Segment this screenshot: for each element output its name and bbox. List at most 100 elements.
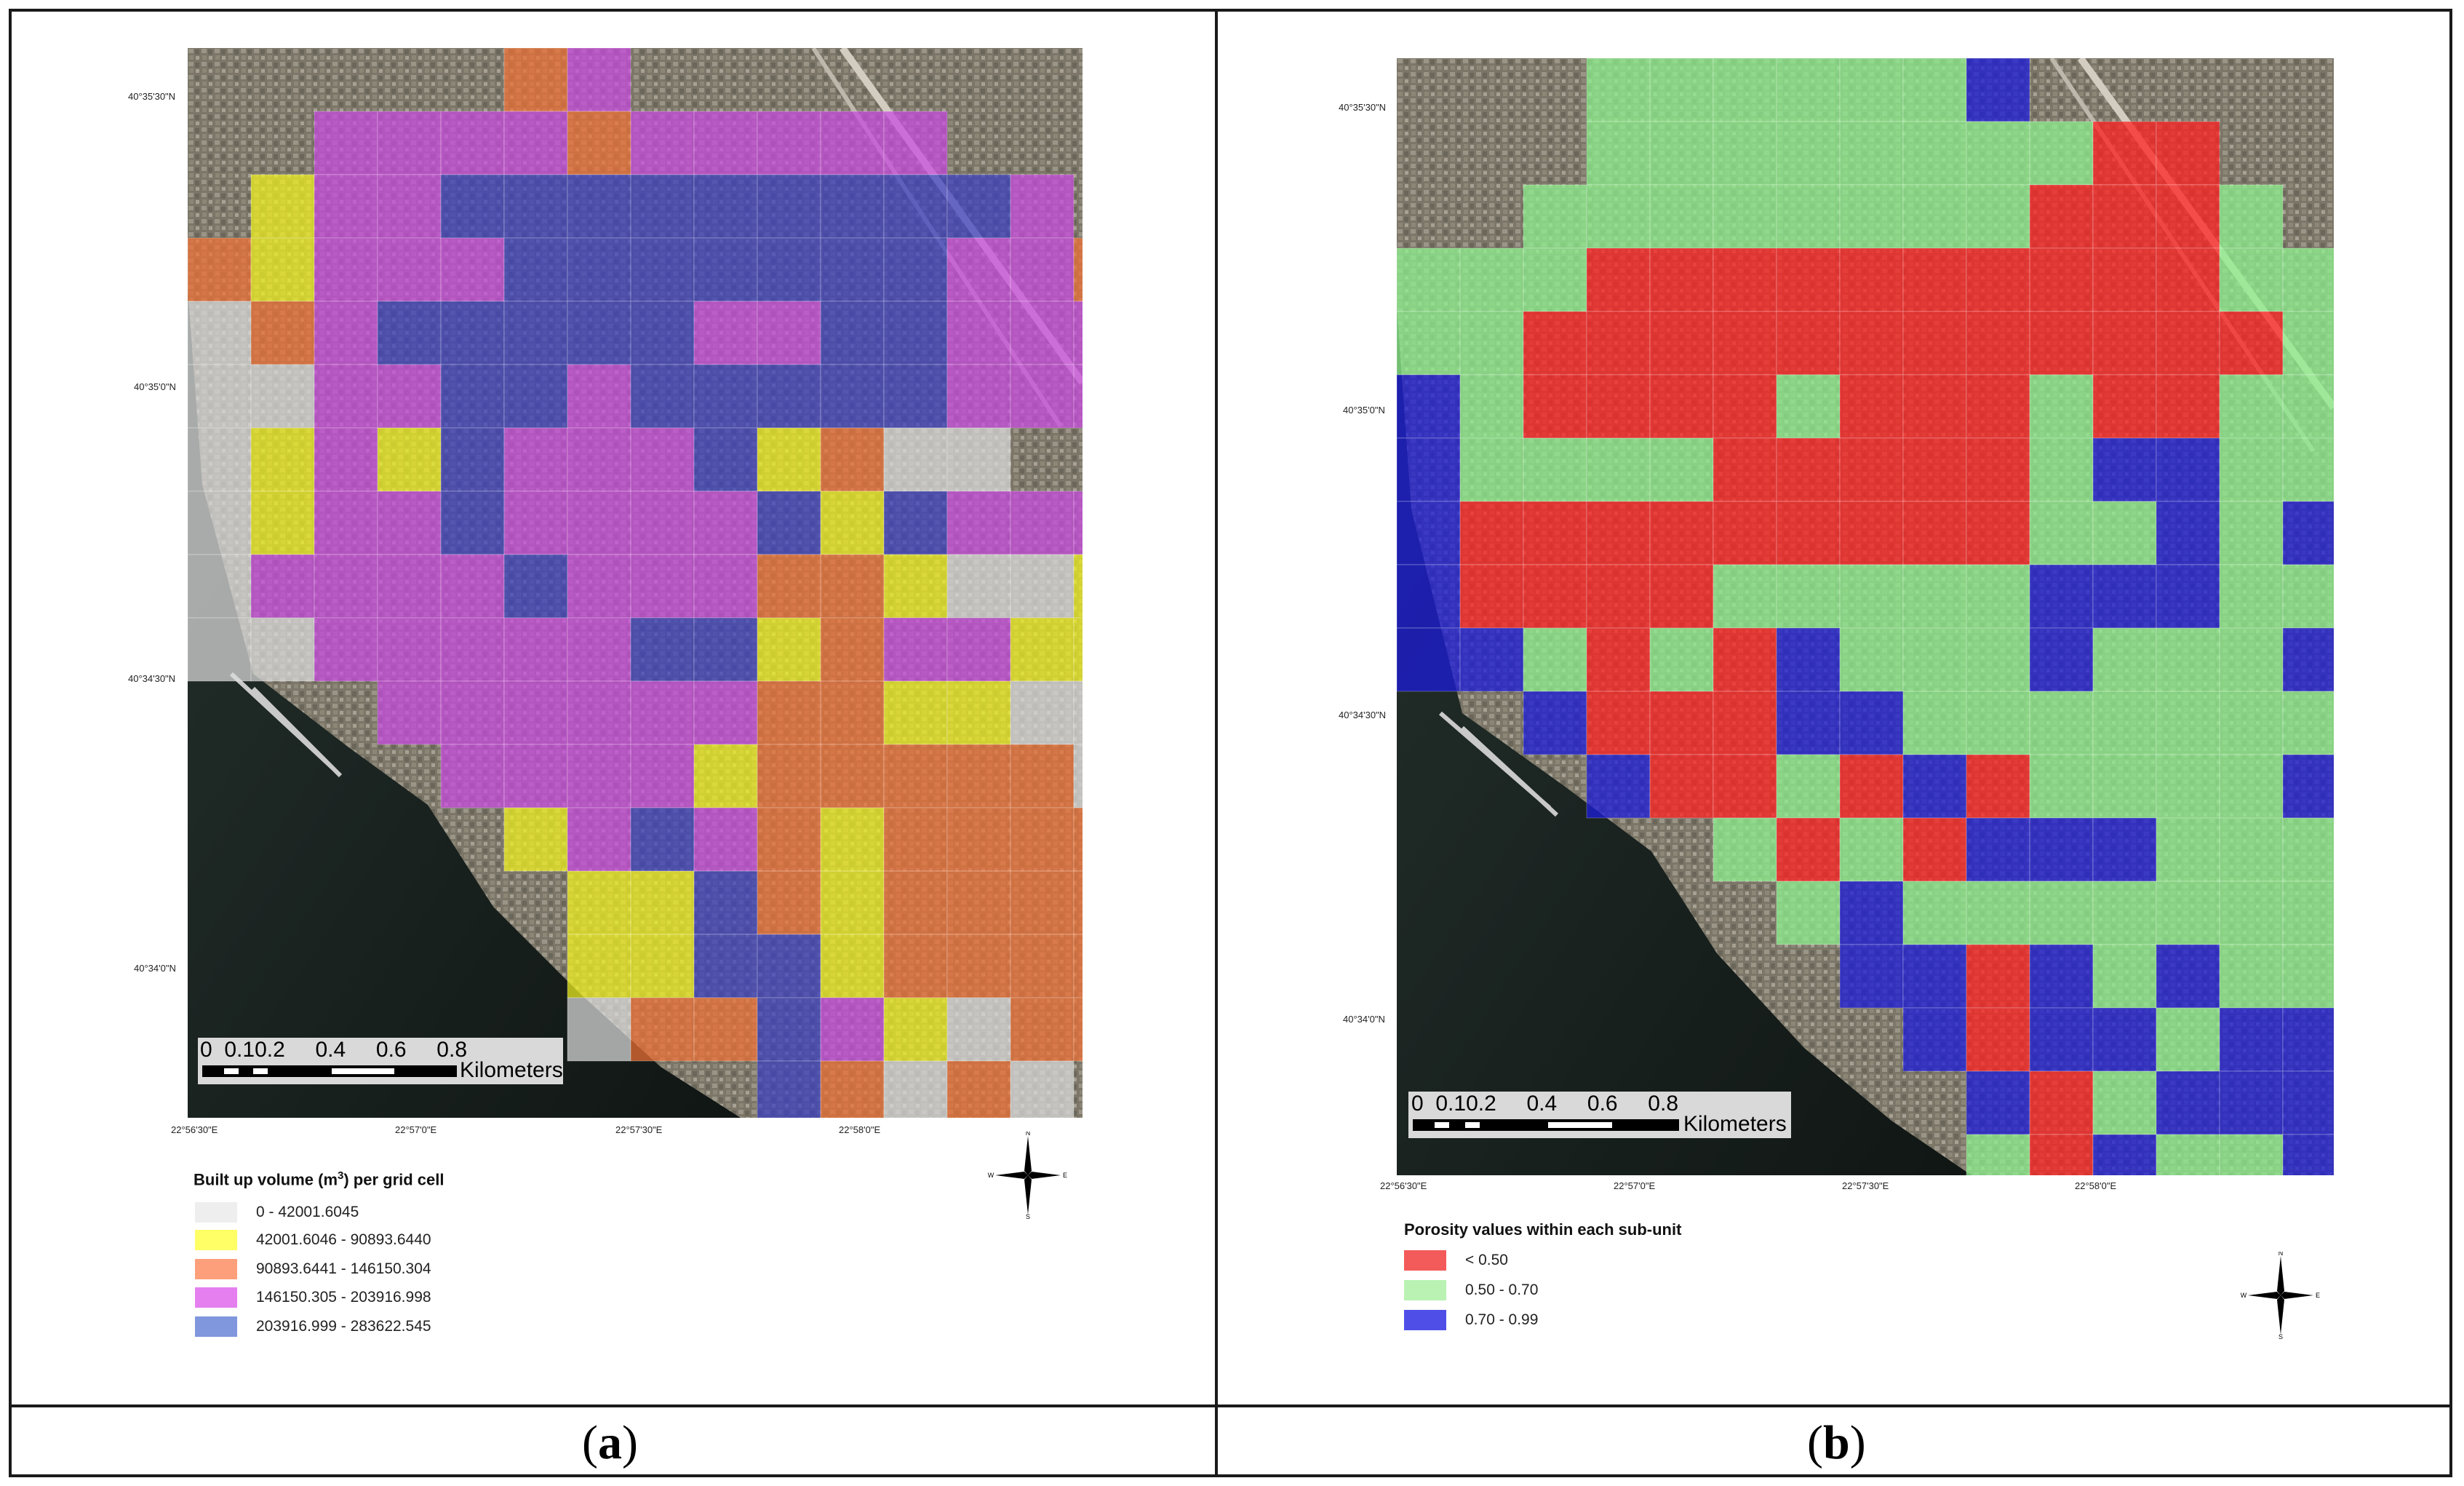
grid-cell	[567, 617, 631, 682]
grid-cell	[377, 554, 442, 619]
grid-cell	[693, 554, 758, 619]
grid-cell	[567, 174, 631, 239]
grid-cell	[440, 680, 505, 745]
grid-cell	[2029, 437, 2094, 502]
grid-cell	[883, 174, 948, 239]
scale-ticks: 0 0.10.2 0.4 0.6 0.8	[200, 1038, 468, 1062]
grid-cell	[1776, 881, 1841, 945]
grid-cell	[630, 174, 695, 239]
grid-cell	[2029, 1134, 2094, 1175]
scale-unit: Kilometers	[460, 1058, 563, 1082]
lon-label: 22°57'0"E	[395, 1124, 437, 1135]
grid-cell	[188, 554, 252, 619]
grid-cell	[2156, 184, 2220, 249]
caption-divider	[9, 1404, 2452, 1407]
grid-cell	[1713, 627, 1777, 692]
grid-cell	[946, 997, 1011, 1062]
grid-cell	[567, 490, 631, 555]
grid-cell	[440, 744, 505, 808]
grid-cell	[1776, 627, 1841, 692]
grid-cell	[1073, 554, 1083, 619]
grid-cell	[1010, 237, 1074, 302]
lon-label: 22°58'0"E	[2075, 1180, 2117, 1191]
grid-cell	[1902, 58, 1967, 122]
grid-cell	[2092, 944, 2157, 1009]
lon-label: 22°56'30"E	[1380, 1180, 1427, 1191]
grid-cell	[757, 617, 821, 682]
grid-cell	[820, 997, 885, 1062]
map-b	[1397, 58, 2334, 1175]
grid-cell	[440, 427, 505, 492]
grid-cell	[1713, 374, 1777, 439]
grid-cell	[2282, 817, 2334, 882]
grid-cell	[377, 364, 442, 429]
lon-label: 22°57'30"E	[615, 1124, 663, 1135]
lat-label: 40°34'30"N	[128, 673, 176, 684]
grid-cell	[188, 490, 252, 555]
grid-cell	[503, 427, 568, 492]
grid-cell	[1839, 247, 1904, 312]
grid-cell	[2092, 881, 2157, 945]
legend-item: 42001.6046 - 90893.6440	[195, 1230, 431, 1250]
grid-cell	[1839, 564, 1904, 629]
grid-cell	[250, 554, 315, 619]
grid-cell	[1902, 627, 1967, 692]
grid-cell	[757, 1060, 821, 1118]
grid-cell	[1902, 247, 1967, 312]
svg-text:N: N	[2278, 1252, 2284, 1257]
scale-unit: Kilometers	[1683, 1112, 1787, 1136]
grid-cell	[440, 174, 505, 239]
grid-cell	[1902, 1007, 1967, 1072]
grid-cell	[883, 807, 948, 872]
grid-cell	[567, 364, 631, 429]
grid-cell	[693, 174, 758, 239]
grid-cell	[2029, 501, 2094, 565]
grid-cell	[2219, 501, 2284, 565]
grid-cell	[1073, 237, 1083, 302]
grid-cell	[250, 237, 315, 302]
grid-cell	[567, 870, 631, 935]
legend-item: 90893.6441 - 146150.304	[195, 1259, 431, 1279]
grid-cell	[503, 617, 568, 682]
scale-bar-graphic	[1413, 1119, 1679, 1131]
grid-cell	[2029, 881, 2094, 945]
grid-cell	[1839, 881, 1904, 945]
scale-bar: 0 0.10.2 0.4 0.6 0.8 Kilometers	[1408, 1092, 1791, 1138]
grid-cell	[1523, 564, 1587, 629]
grid-cell	[2029, 1007, 2094, 1072]
legend-swatch	[1404, 1280, 1446, 1300]
grid-cell	[2282, 437, 2334, 502]
grid-cell	[1649, 247, 1714, 312]
grid-cell	[1397, 247, 1461, 312]
grid-cell	[377, 301, 442, 365]
grid-cell	[2219, 184, 2284, 249]
grid-cell	[2156, 121, 2220, 186]
grid-cell	[2092, 627, 2157, 692]
grid-cell	[377, 427, 442, 492]
grid-cell	[567, 48, 631, 112]
grid-cell	[1523, 691, 1587, 755]
grid-cell	[1902, 944, 1967, 1009]
grid-cell	[1397, 374, 1461, 439]
grid-cell	[377, 111, 442, 175]
grid-cell	[1010, 554, 1074, 619]
grid-cell	[2156, 501, 2220, 565]
legend-item: 0.50 - 0.70	[1404, 1280, 1538, 1300]
grid-cell	[1073, 870, 1083, 935]
grid-cell	[377, 174, 442, 239]
grid-cell	[1966, 627, 2030, 692]
grid-cell	[820, 870, 885, 935]
grid-cell	[1586, 121, 1651, 186]
grid-cell	[2282, 1070, 2334, 1135]
grid-cell	[883, 364, 948, 429]
grid-cell	[567, 237, 631, 302]
grid-cell	[2219, 881, 2284, 945]
grid-cell	[946, 490, 1011, 555]
lat-label: 40°34'0"N	[1343, 1014, 1385, 1025]
lat-label: 40°34'30"N	[1339, 710, 1387, 720]
grid-cell	[188, 427, 252, 492]
grid-cell	[1966, 58, 2030, 122]
grid-cell	[1966, 944, 2030, 1009]
grid-cell	[757, 427, 821, 492]
grid-cell	[693, 744, 758, 808]
